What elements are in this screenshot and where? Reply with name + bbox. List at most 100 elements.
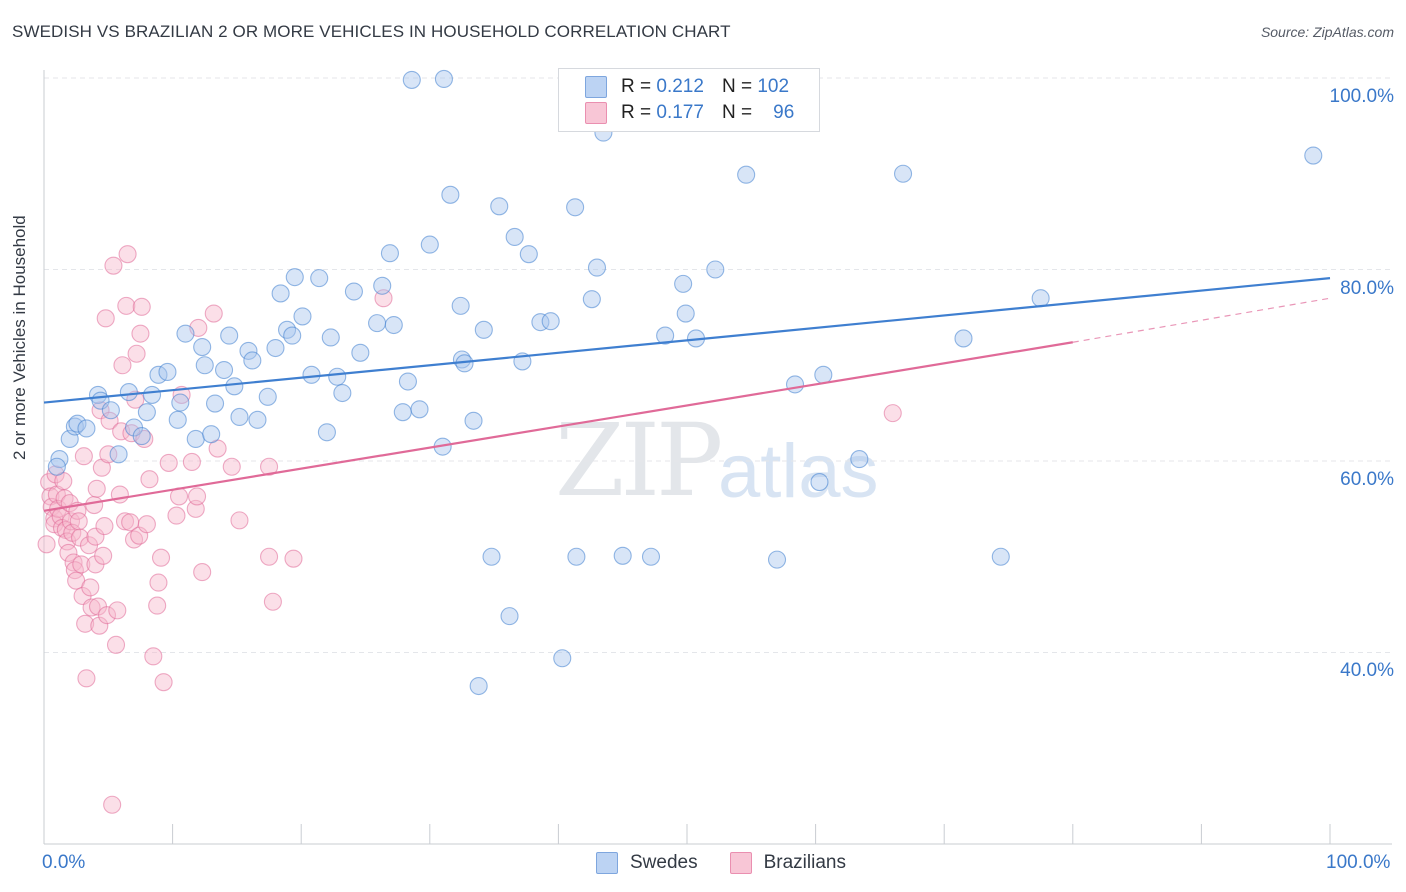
swedes-point: [310, 269, 329, 288]
swedes-point: [767, 550, 787, 569]
brazilians-point: [222, 457, 241, 476]
swedes-point: [195, 356, 214, 375]
swedes-point: [482, 547, 501, 566]
brazilians-points: [37, 245, 902, 814]
swedes-point: [814, 365, 833, 384]
swedes-point: [285, 268, 304, 287]
swedes-point: [553, 649, 572, 668]
swedes-point: [176, 324, 195, 343]
y-tick-40: 40.0%: [1340, 660, 1394, 681]
swedes-point: [464, 411, 483, 430]
swedes-point: [142, 385, 162, 404]
trend-lines: [43, 277, 1331, 512]
brazilians-point: [94, 546, 113, 565]
swedes-point: [205, 394, 225, 413]
brazilians-point: [182, 452, 201, 472]
swedes-point: [674, 274, 693, 293]
brazilians-point: [108, 601, 127, 620]
brazilians-point: [77, 669, 96, 688]
swedes-point: [77, 419, 96, 438]
swedes-point: [283, 326, 302, 345]
swedes-swatch: [585, 76, 607, 98]
source-label: Source: ZipAtlas.com: [1260, 24, 1394, 40]
swedes-point: [1304, 146, 1323, 165]
swedes-point: [567, 547, 586, 566]
swedes-point: [541, 312, 560, 331]
brazilians-point: [259, 457, 279, 476]
brazilians-trend-line: [43, 341, 1073, 512]
brazilians-point: [263, 592, 282, 611]
brazilians-point: [97, 606, 117, 625]
swedes-point: [434, 69, 453, 89]
swedes-point: [317, 423, 336, 442]
swedes-point: [344, 282, 363, 301]
brazilians-point: [87, 479, 106, 498]
brazilians-legend-label: Brazilians: [763, 852, 846, 873]
swedes-point: [368, 314, 387, 333]
x-tick-max: 100.0%: [1326, 852, 1391, 873]
swedes-point: [393, 403, 412, 422]
swedes-point: [737, 165, 756, 184]
brazilians-point: [82, 598, 101, 617]
brazilians-n-label: N =: [721, 102, 753, 123]
brazilians-point: [132, 297, 151, 316]
brazilians-point: [127, 344, 146, 363]
series-legend: Swedes Brazilians: [596, 852, 846, 874]
brazilians-point: [76, 614, 95, 633]
x-tick-min: 0.0%: [42, 852, 86, 873]
swedes-point: [225, 377, 244, 396]
y-tick-100: 100.0%: [1329, 86, 1394, 107]
swedes-n-label: N =: [721, 76, 753, 97]
swedes-point: [613, 546, 632, 565]
brazilians-point: [193, 563, 212, 582]
swedes-point: [676, 304, 695, 323]
brazilians-point: [37, 535, 56, 554]
brazilians-point: [148, 596, 167, 615]
swedes-point: [656, 326, 675, 345]
swedes-point: [850, 450, 869, 469]
swedes-point: [171, 393, 190, 412]
swedes-legend-label: Swedes: [630, 852, 698, 873]
brazilians-r-value: 0.177: [656, 102, 704, 123]
y-axis-label: 2 or more Vehicles in Household: [10, 215, 29, 460]
swedes-point: [158, 362, 177, 382]
swedes-point: [239, 341, 258, 360]
brazilians-point: [883, 404, 902, 423]
swedes-point: [566, 198, 585, 217]
swedes-point: [641, 547, 661, 566]
brazilians-point: [149, 573, 168, 592]
swedes-point: [500, 607, 519, 626]
brazilians-point: [131, 324, 150, 343]
swedes-point: [810, 473, 829, 492]
swedes-point: [202, 425, 221, 444]
brazilians-point: [204, 304, 223, 323]
brazilians-point: [104, 256, 123, 275]
swedes-n-value: 102: [757, 76, 790, 97]
swedes-point: [132, 427, 151, 446]
swedes-point: [278, 320, 297, 339]
swedes-point: [119, 383, 138, 402]
swedes-point: [248, 410, 267, 429]
swedes-point: [68, 414, 87, 433]
swedes-point: [410, 400, 429, 419]
swedes-points: [47, 69, 1323, 696]
swedes-point: [373, 276, 392, 295]
swedes-point: [168, 410, 187, 429]
swedes-point: [893, 164, 913, 183]
brazilians-point: [72, 555, 91, 574]
swedes-point: [451, 296, 470, 315]
brazilians-point: [144, 647, 163, 666]
brazilians-point: [64, 553, 83, 572]
swedes-point: [137, 403, 156, 422]
brazilians-point: [137, 515, 156, 534]
brazilians-point: [259, 547, 279, 566]
brazilians-point: [113, 356, 132, 375]
brazilians-point: [74, 447, 93, 466]
brazilians-point: [95, 517, 114, 536]
swedes-point: [474, 320, 493, 339]
swedes-point: [266, 338, 285, 358]
swedes-point: [420, 235, 439, 254]
brazilians-point: [167, 506, 186, 525]
swedes-point: [441, 185, 460, 204]
swedes-point: [351, 343, 370, 362]
